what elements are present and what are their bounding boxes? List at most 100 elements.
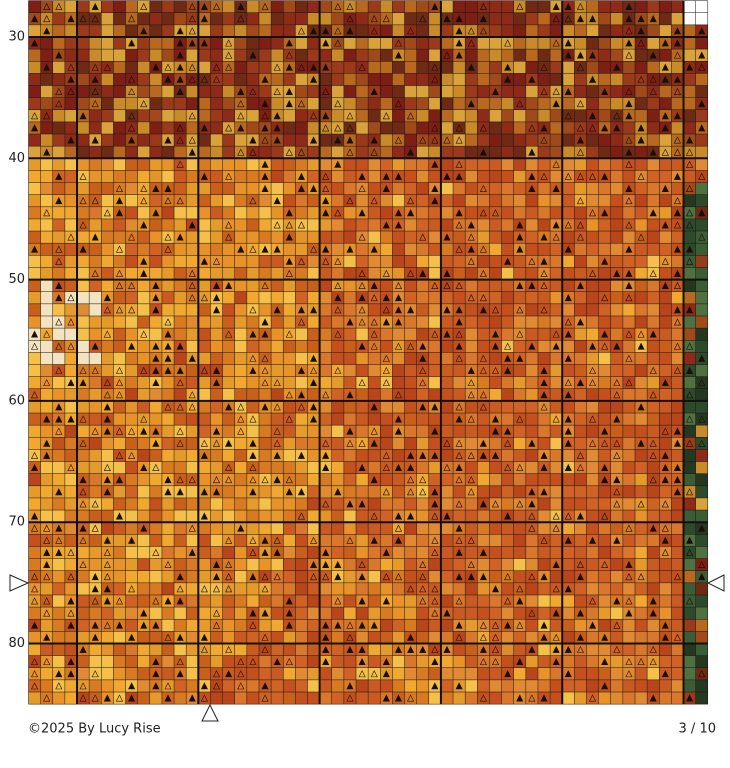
stitch-cell <box>416 49 429 62</box>
stitch-cell <box>40 134 53 147</box>
stitch-symbol <box>552 657 560 666</box>
stitch-cell <box>635 485 648 498</box>
stitch-cell <box>234 158 247 171</box>
stitch-cell <box>404 558 417 571</box>
stitch-cell <box>610 36 623 50</box>
stitch-cell <box>683 667 696 680</box>
stitch-cell <box>113 291 126 304</box>
stitch-symbol <box>552 560 560 569</box>
stitch-cell <box>622 85 635 98</box>
stitch-cell <box>586 497 599 511</box>
stitch-cell <box>574 206 587 219</box>
stitch-symbol <box>637 439 645 447</box>
stitch-cell <box>64 692 78 705</box>
stitch-cell <box>40 582 53 595</box>
stitch-symbol <box>601 633 609 641</box>
stitch-cell <box>246 388 259 401</box>
stitch-cell <box>52 243 65 256</box>
stitch-symbol <box>504 597 512 605</box>
stitch-symbol <box>698 209 706 217</box>
stitch-cell <box>489 24 502 37</box>
stitch-symbol <box>625 136 633 144</box>
stitch-cell <box>52 134 65 147</box>
stitch-cell <box>40 85 53 98</box>
stitch-symbol <box>164 136 172 144</box>
stitch-cell <box>404 170 417 183</box>
stitch-symbol <box>334 27 342 35</box>
stitch-symbol <box>200 682 208 690</box>
stitch-cell <box>113 388 126 401</box>
stitch-symbol <box>686 694 694 702</box>
stitch-cell <box>453 109 466 122</box>
stitch-cell <box>537 170 551 183</box>
stitch-symbol <box>310 354 318 362</box>
stitch-cell <box>246 413 259 426</box>
stitch-symbol <box>358 439 366 447</box>
stitch-symbol <box>164 75 172 83</box>
stitch-cell <box>404 73 417 86</box>
stitch-symbol <box>661 500 669 508</box>
stitch-symbol <box>625 39 633 47</box>
stitch-cell <box>343 437 357 450</box>
stitch-cell <box>234 206 247 219</box>
stitch-cell <box>404 255 417 268</box>
stitch-cell <box>77 85 90 98</box>
stitch-cell <box>343 655 357 668</box>
stitch-symbol <box>322 560 330 569</box>
stitch-cell <box>368 364 381 377</box>
stitch-symbol <box>261 536 269 544</box>
stitch-symbol <box>588 209 597 217</box>
stitch-symbol <box>31 463 39 471</box>
stitch-cell <box>356 315 369 329</box>
stitch-symbol <box>67 573 75 581</box>
stitch-cell <box>489 497 502 511</box>
stitch-cell <box>635 413 648 426</box>
stitch-symbol <box>528 148 536 156</box>
stitch-symbol <box>649 75 657 83</box>
stitch-cell <box>319 291 332 304</box>
stitch-cell <box>392 12 405 25</box>
stitch-cell <box>161 49 175 62</box>
stitch-cell <box>319 667 332 680</box>
stitch-cell <box>319 170 332 183</box>
stitch-symbol <box>625 657 633 666</box>
stitch-cell <box>380 400 393 414</box>
stitch-cell <box>234 303 247 316</box>
stitch-cell <box>101 158 114 171</box>
stitch-symbol <box>540 257 548 265</box>
stitch-cell <box>331 303 344 316</box>
stitch-symbol <box>661 124 669 132</box>
stitch-cell <box>198 340 211 353</box>
stitch-cell <box>562 376 575 389</box>
stitch-cell <box>537 534 551 547</box>
stitch-cell <box>404 679 417 693</box>
stitch-cell <box>477 121 490 135</box>
stitch-cell <box>271 413 284 426</box>
stitch-cell <box>161 582 175 595</box>
stitch-symbol <box>322 257 330 265</box>
stitch-symbol <box>576 63 584 71</box>
stitch-cell <box>368 73 381 86</box>
stitch-cell <box>28 376 41 389</box>
stitch-cell <box>610 73 623 86</box>
stitch-cell <box>343 449 357 462</box>
stitch-cell <box>647 376 660 389</box>
stitch-cell <box>52 12 65 25</box>
stitch-cell <box>404 36 417 50</box>
stitch-cell <box>161 558 175 571</box>
stitch-cell <box>356 631 369 644</box>
stitch-symbol <box>334 136 342 144</box>
stitch-cell <box>89 291 102 304</box>
stitch-cell <box>319 12 332 25</box>
stitch-cell <box>149 73 162 86</box>
stitch-cell <box>258 85 272 98</box>
stitch-cell <box>258 12 272 25</box>
stitch-cell <box>525 473 538 486</box>
stitch-cell <box>161 36 175 50</box>
stitch-symbol <box>285 39 293 47</box>
stitch-cell <box>598 643 611 656</box>
stitch-cell <box>356 400 369 414</box>
stitch-symbol <box>188 221 196 229</box>
stitch-cell <box>161 303 175 316</box>
stitch-symbol <box>225 403 233 411</box>
